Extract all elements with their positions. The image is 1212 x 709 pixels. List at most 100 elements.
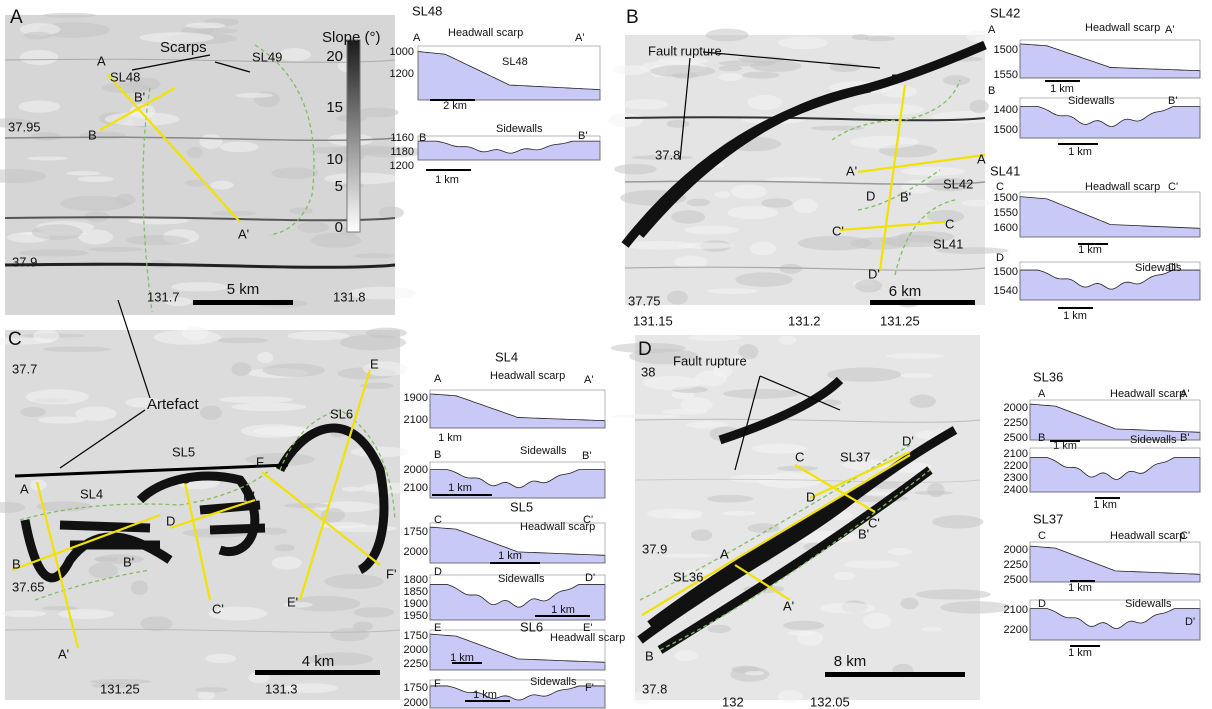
profile-label: B: [1038, 432, 1045, 444]
longitude-label: 131.3: [265, 681, 298, 696]
map-label: A': [58, 646, 69, 661]
texture: [21, 407, 46, 417]
map-label: B: [891, 71, 900, 86]
map-label: F: [256, 454, 264, 469]
texture: [850, 237, 910, 249]
map-label: Scarps: [160, 39, 207, 56]
texture: [688, 334, 742, 341]
scale-bar-label: 8 km: [834, 653, 867, 670]
texture: [750, 242, 776, 256]
scale-bar-label: 1 km: [1068, 647, 1092, 659]
profile-label: E': [583, 622, 592, 634]
map-label: C': [868, 515, 880, 530]
profile-title: SL6: [520, 619, 543, 634]
map-label: SL42: [943, 176, 973, 191]
texture: [778, 690, 803, 702]
scale-bar: [255, 670, 380, 675]
colorbar-tick: 10: [326, 151, 343, 168]
longitude-label: 132: [722, 694, 744, 709]
colorbar-title: Slope (°): [322, 29, 381, 46]
map-label: D': [902, 433, 914, 448]
texture: [914, 491, 953, 495]
latitude-label: 38: [641, 364, 655, 379]
scale-bar-label: 1 km: [551, 604, 575, 616]
profile-label: Headwall scarp: [1110, 530, 1185, 542]
profile-label: C: [434, 514, 442, 526]
scale-bar-label: 1 km: [473, 689, 497, 701]
latitude-label: 37.65: [12, 579, 45, 594]
texture: [707, 288, 759, 294]
profile-label: C: [1038, 530, 1046, 542]
texture: [33, 329, 59, 342]
texture: [66, 171, 101, 175]
scale-bar-label: 1 km: [1063, 310, 1087, 322]
texture: [354, 607, 394, 617]
texture: [275, 544, 295, 551]
texture: [171, 282, 228, 292]
depth-tick: 2400: [1004, 484, 1028, 496]
texture: [353, 621, 373, 631]
profile-label: E: [434, 622, 441, 634]
latitude-label: 37.9: [642, 541, 667, 556]
map-label: F': [386, 566, 396, 581]
depth-tick: 2000: [404, 644, 428, 656]
scale-bar: [426, 169, 471, 171]
texture: [271, 168, 319, 179]
scale-bar: [1058, 143, 1098, 145]
depth-tick: 1750: [404, 630, 428, 642]
scale-bar: [1058, 307, 1093, 309]
profile-title: SL37: [1033, 511, 1063, 526]
texture: [78, 176, 114, 182]
texture: [675, 650, 698, 661]
texture: [706, 29, 749, 42]
depth-tick: 1550: [994, 69, 1018, 81]
longitude-label: 131.15: [633, 313, 673, 328]
texture: [885, 353, 944, 358]
profile-label: Sidewalls: [530, 676, 577, 688]
texture: [662, 554, 713, 558]
texture: [778, 37, 828, 49]
panel-letter: B: [626, 7, 639, 28]
profile-label: Sidewalls: [496, 123, 543, 135]
texture: [27, 156, 68, 160]
scale-bar-label: 5 km: [227, 281, 260, 298]
texture: [967, 31, 989, 43]
texture: [722, 511, 756, 516]
texture: [216, 337, 269, 343]
texture: [940, 601, 1011, 613]
depth-tick: 2250: [1004, 417, 1028, 429]
texture: [731, 184, 767, 198]
texture: [379, 207, 404, 219]
map-label: A: [977, 151, 986, 166]
depth-tick: 1500: [994, 44, 1018, 56]
texture: [780, 264, 802, 274]
depth-tick: 2250: [1004, 559, 1028, 571]
profile-title: SL5: [510, 499, 533, 514]
depth-tick: 1950: [404, 610, 428, 622]
texture: [779, 336, 797, 345]
texture: [289, 208, 313, 215]
texture: [610, 414, 681, 418]
profile-label: Headwall scarp: [1110, 388, 1185, 400]
scale-bar-label: 4 km: [302, 653, 335, 670]
texture: [811, 126, 865, 131]
depth-tick: 1540: [994, 285, 1018, 297]
texture: [888, 548, 912, 555]
scale-bar: [825, 672, 965, 677]
texture: [354, 253, 395, 258]
profile-title: SL42: [990, 5, 1020, 20]
texture: [723, 389, 798, 399]
scale-bar: [1045, 80, 1080, 82]
map-label: C: [181, 471, 190, 486]
texture: [88, 247, 143, 252]
profile-title: SL41: [990, 163, 1020, 178]
depth-tick: 2100: [1004, 604, 1028, 616]
texture: [761, 198, 792, 207]
texture: [852, 34, 869, 40]
colorbar: [347, 40, 360, 232]
depth-tick: 1750: [404, 526, 428, 538]
longitude-label: 131.2: [788, 313, 821, 328]
texture: [608, 113, 643, 127]
texture: [927, 483, 944, 497]
texture: [707, 625, 731, 633]
